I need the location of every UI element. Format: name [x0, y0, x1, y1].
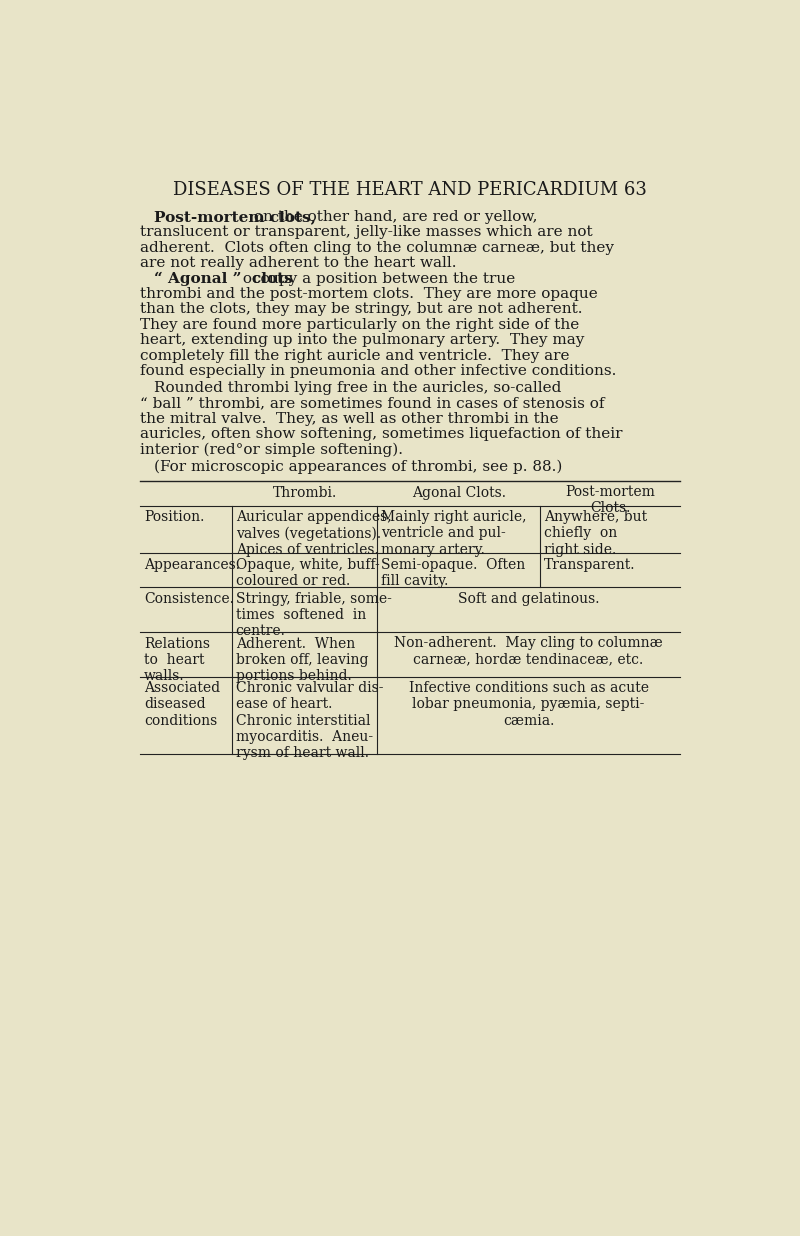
Text: Relations
to  heart
walls.: Relations to heart walls.	[144, 637, 210, 684]
Text: Appearances.: Appearances.	[144, 557, 240, 572]
Text: Post-mortem clots,: Post-mortem clots,	[154, 210, 316, 224]
Text: Rounded thrombi lying free in the auricles, so-called: Rounded thrombi lying free in the auricl…	[154, 381, 562, 394]
Text: Consistence.: Consistence.	[144, 592, 234, 606]
Text: DISEASES OF THE HEART AND PERICARDIUM 63: DISEASES OF THE HEART AND PERICARDIUM 63	[173, 180, 647, 199]
Text: Position.: Position.	[144, 510, 205, 524]
Text: translucent or transparent, jelly-like masses which are not: translucent or transparent, jelly-like m…	[140, 225, 593, 240]
Text: They are found more particularly on the right side of the: They are found more particularly on the …	[140, 318, 579, 331]
Text: Opaque, white, buff-
coloured or red.: Opaque, white, buff- coloured or red.	[236, 557, 379, 588]
Text: occupy a position between the true: occupy a position between the true	[238, 272, 515, 286]
Text: adherent.  Clots often cling to the columnæ carneæ, but they: adherent. Clots often cling to the colum…	[140, 241, 614, 255]
Text: (For microscopic appearances of thrombi, see p. 88.): (For microscopic appearances of thrombi,…	[154, 460, 562, 473]
Text: interior (red°or simple softening).: interior (red°or simple softening).	[140, 442, 403, 457]
Text: Soft and gelatinous.: Soft and gelatinous.	[458, 592, 599, 606]
Text: Non-adherent.  May cling to columnæ
carneæ, hordæ tendinaceæ, etc.: Non-adherent. May cling to columnæ carne…	[394, 637, 663, 666]
Text: auricles, often show softening, sometimes liquefaction of their: auricles, often show softening, sometime…	[140, 428, 622, 441]
Text: Transparent.: Transparent.	[544, 557, 635, 572]
Text: Adherent.  When
broken off, leaving
portions behind.: Adherent. When broken off, leaving porti…	[236, 637, 368, 684]
Text: on the other hand, are red or yellow,: on the other hand, are red or yellow,	[249, 210, 538, 224]
Text: thrombi and the post-mortem clots.  They are more opaque: thrombi and the post-mortem clots. They …	[140, 287, 598, 300]
Text: Semi-opaque.  Often
fill cavity.: Semi-opaque. Often fill cavity.	[382, 557, 526, 588]
Text: heart, extending up into the pulmonary artery.  They may: heart, extending up into the pulmonary a…	[140, 334, 585, 347]
Text: “ ball ” thrombi, are sometimes found in cases of stenosis of: “ ball ” thrombi, are sometimes found in…	[140, 397, 605, 410]
Text: found especially in pneumonia and other infective conditions.: found especially in pneumonia and other …	[140, 363, 617, 378]
Text: than the clots, they may be stringy, but are not adherent.: than the clots, they may be stringy, but…	[140, 303, 582, 316]
Text: Post-mortem
Clots.: Post-mortem Clots.	[565, 485, 655, 515]
Text: completely fill the right auricle and ventricle.  They are: completely fill the right auricle and ve…	[140, 349, 570, 362]
Text: Infective conditions such as acute
lobar pneumonia, pyæmia, septi-
cæmia.: Infective conditions such as acute lobar…	[409, 681, 649, 728]
Text: the mitral valve.  They, as well as other thrombi in the: the mitral valve. They, as well as other…	[140, 412, 559, 425]
Text: Stringy, friable, some-
times  softened  in
centre.: Stringy, friable, some- times softened i…	[236, 592, 391, 638]
Text: Mainly right auricle,
ventricle and pul-
monary artery.: Mainly right auricle, ventricle and pul-…	[382, 510, 527, 556]
Text: Chronic valvular dis-
ease of heart.
Chronic interstitial
myocarditis.  Aneu-
ry: Chronic valvular dis- ease of heart. Chr…	[236, 681, 383, 760]
Text: Associated
diseased
conditions: Associated diseased conditions	[144, 681, 220, 728]
Text: Auricular appendices,
valves (vegetations).
Apices of ventricles.: Auricular appendices, valves (vegetation…	[236, 510, 391, 557]
Text: Thrombi.: Thrombi.	[273, 486, 337, 501]
Text: are not really adherent to the heart wall.: are not really adherent to the heart wal…	[140, 256, 457, 271]
Text: “ Agonal ”  clots: “ Agonal ” clots	[154, 272, 293, 286]
Text: Agonal Clots.: Agonal Clots.	[412, 486, 506, 501]
Text: Anywhere, but
chiefly  on
right side.: Anywhere, but chiefly on right side.	[544, 510, 647, 556]
